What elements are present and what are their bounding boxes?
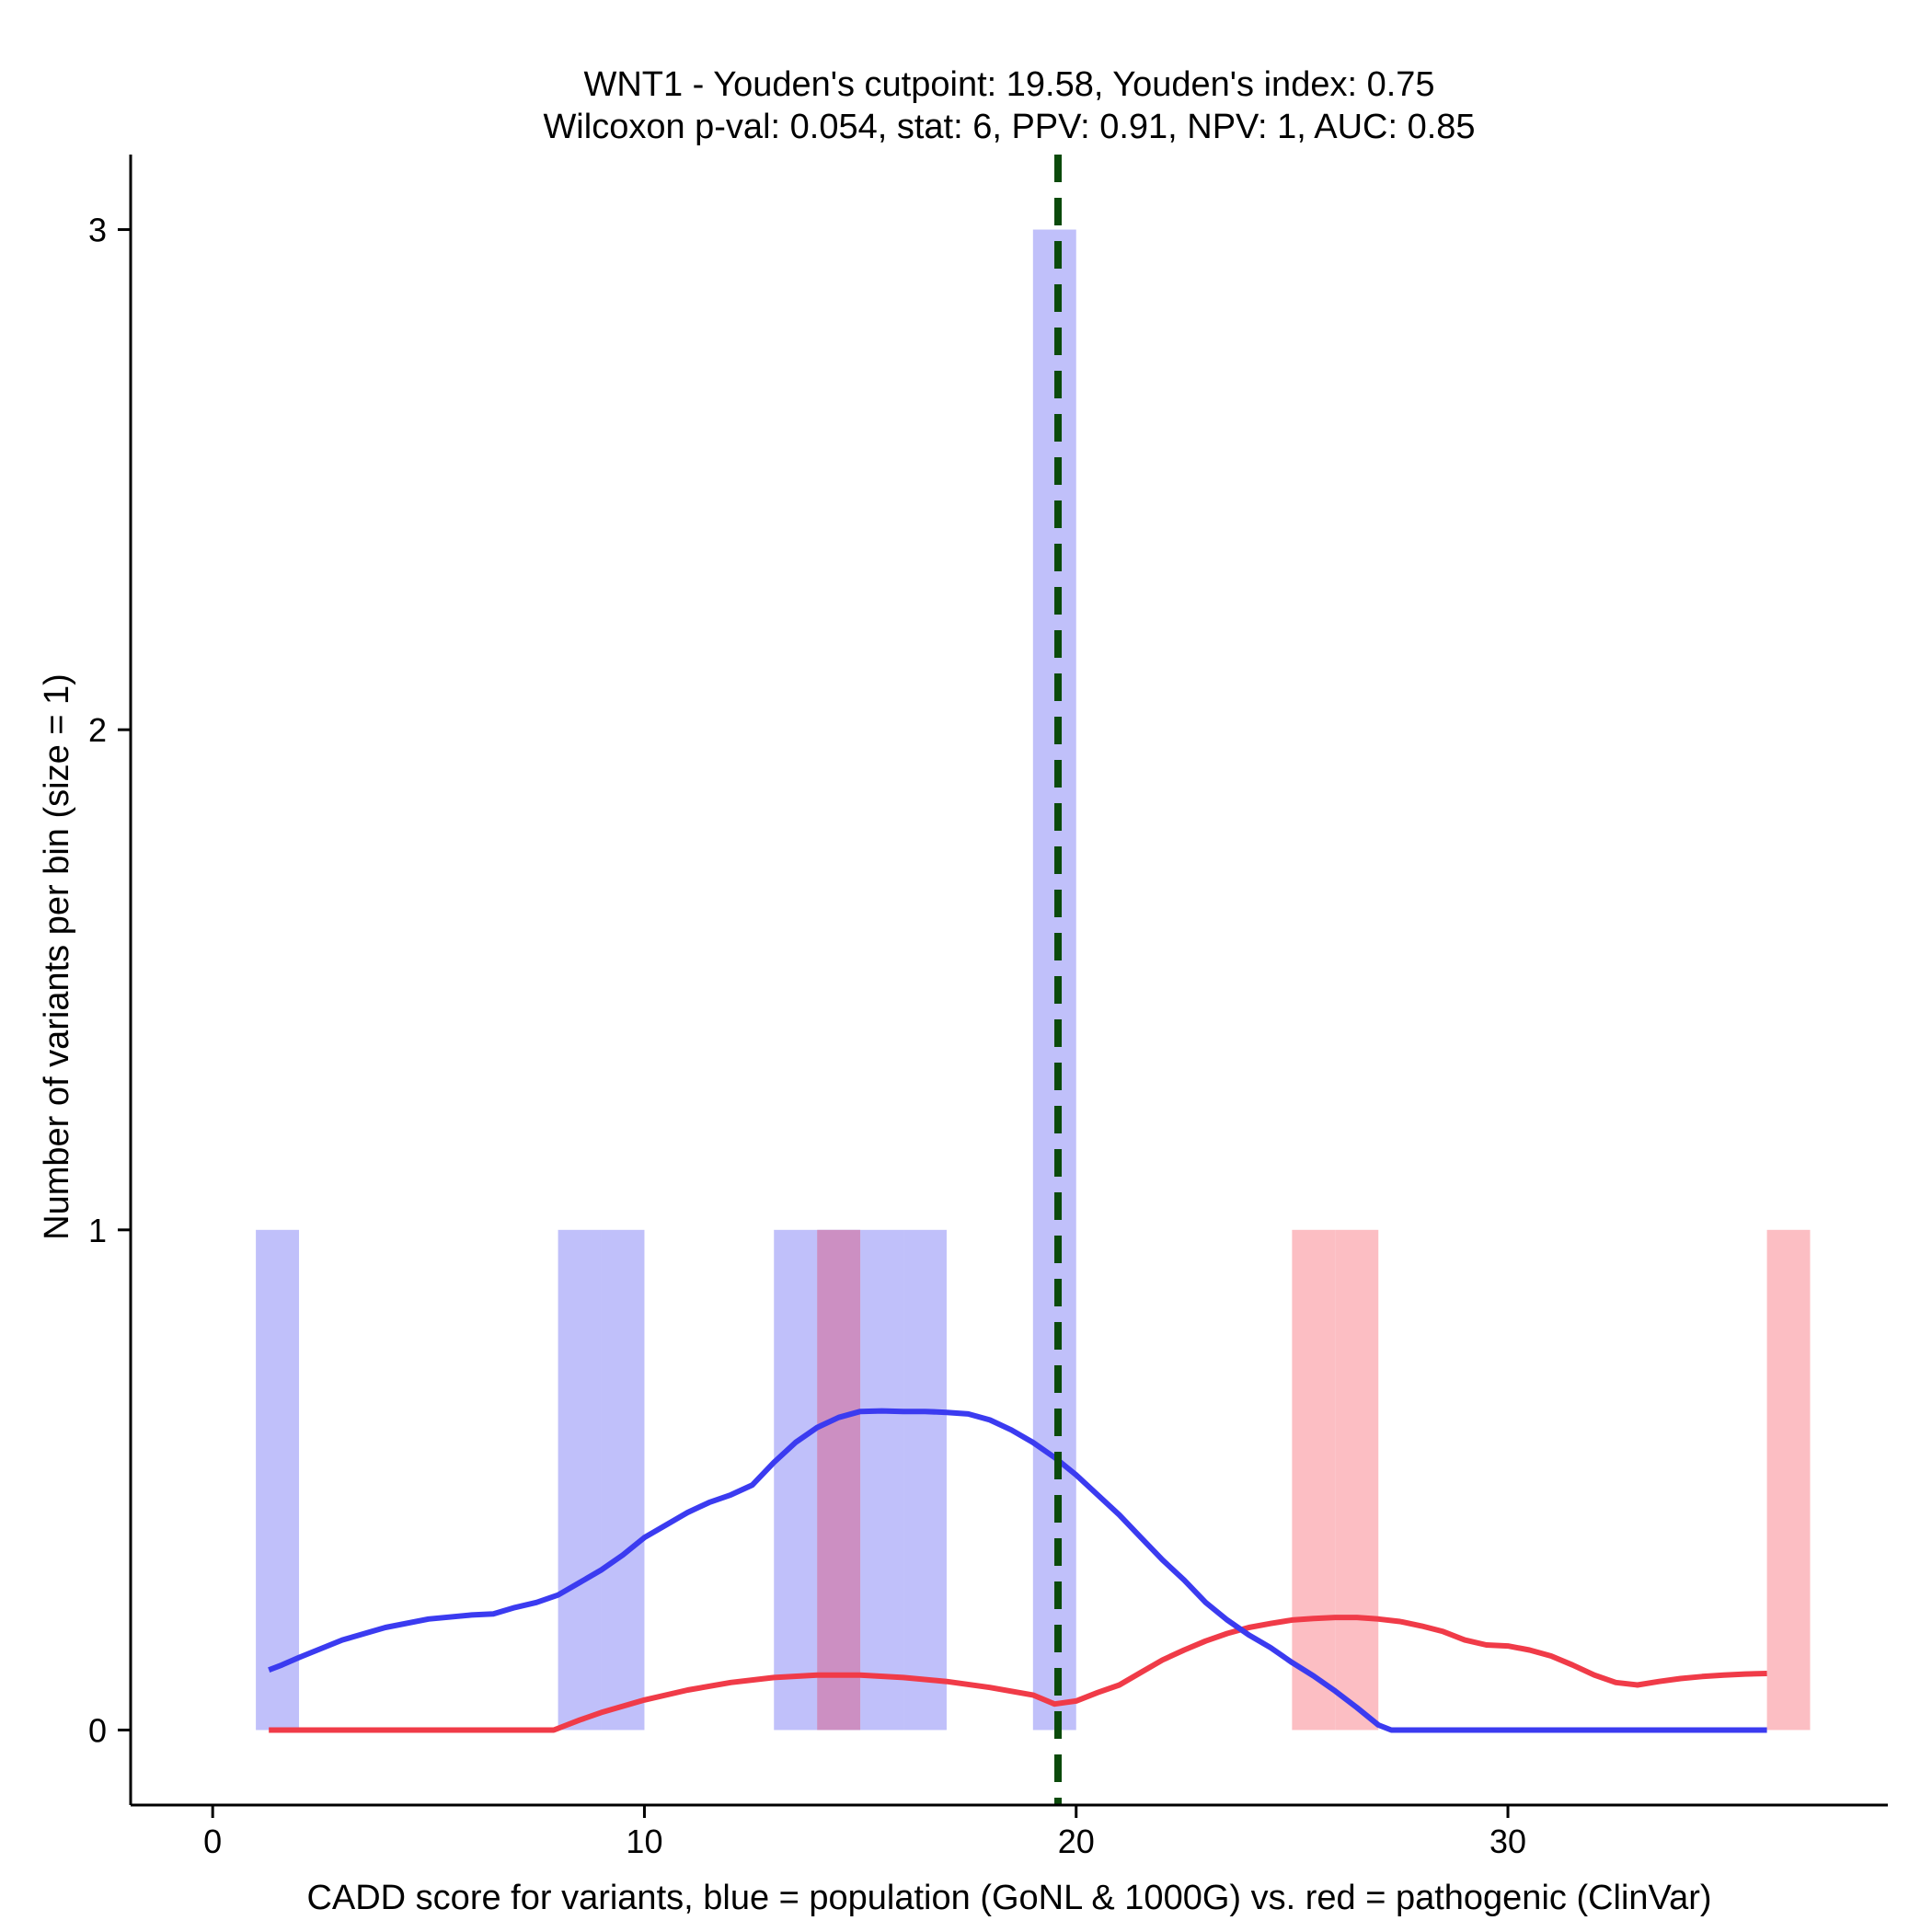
population-bar [774, 1229, 818, 1731]
pathogenic-bar [1292, 1229, 1336, 1731]
density-layer [268, 1408, 1767, 1733]
y-tick-label: 2 [88, 711, 107, 749]
y-axis-label: Number of variants per bin (size = 1) [38, 673, 76, 1240]
pathogenic-bar [1335, 1229, 1379, 1731]
x-axis-label: CADD score for variants, blue = populati… [306, 1879, 1711, 1917]
chart-title-line-1: WNT1 - Youden's cutpoint: 19.58, Youden'… [583, 65, 1434, 104]
axes-layer: 0 10 20 30 0 1 2 3 [88, 155, 1888, 1860]
y-tick-label: 1 [88, 1212, 107, 1249]
x-tick-label: 30 [1489, 1823, 1526, 1860]
x-tick-label: 0 [203, 1823, 222, 1860]
bars-layer [256, 229, 1811, 1731]
population-bar [256, 1229, 300, 1731]
population-bar [860, 1229, 904, 1731]
population-bar [601, 1229, 645, 1731]
population-bar [558, 1229, 602, 1731]
population-density-line [268, 1408, 1767, 1733]
x-tick-label: 10 [626, 1823, 662, 1860]
pathogenic-density-line [269, 1615, 1767, 1733]
pathogenic-bar [1766, 1229, 1811, 1731]
x-tick-label: 20 [1058, 1823, 1095, 1860]
population-bar [903, 1229, 947, 1731]
y-tick-label: 0 [88, 1711, 107, 1749]
overlap-bar [817, 1229, 861, 1731]
chart-title-line-2: Wilcoxon p-val: 0.054, stat: 6, PPV: 0.9… [543, 108, 1475, 146]
y-tick-label: 3 [88, 212, 107, 249]
